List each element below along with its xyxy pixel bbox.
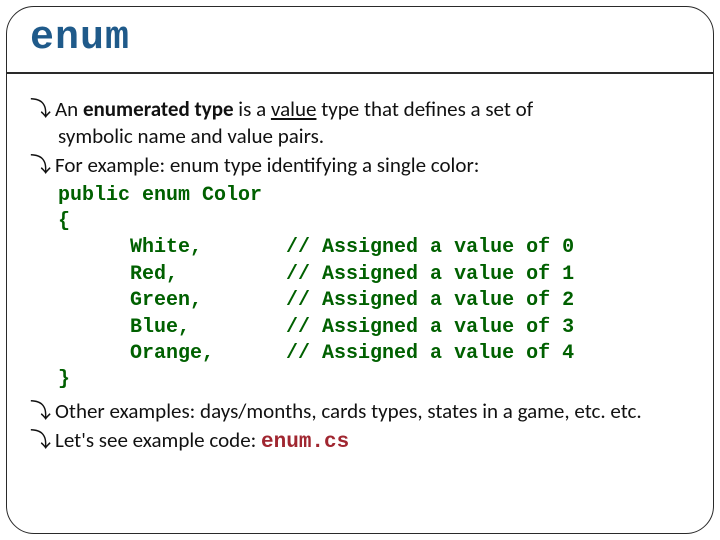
bullet-3: ⤵Other examples: days/months, cards type…	[30, 398, 690, 425]
slide-content: ⤵An enumerated type is a value type that…	[30, 96, 690, 459]
bullet-glyph: ⤵	[30, 152, 51, 179]
b1-t3: type that defines a set of	[316, 96, 533, 122]
bullet-4: ⤵Let's see example code: enum.cs	[30, 427, 690, 457]
b4-code-ref: enum.cs	[261, 431, 349, 454]
bullet-1: ⤵An enumerated type is a value type that…	[30, 96, 690, 150]
b1-t1: An	[55, 96, 83, 122]
b1-uline: value	[271, 96, 317, 122]
b4-prefix: Let's see example code:	[55, 427, 261, 453]
bullet-2: ⤵For example: enum type identifying a si…	[30, 152, 690, 179]
title-text: enum	[30, 16, 130, 61]
b1-t2: is a	[234, 96, 271, 122]
b2-text: For example: enum type identifying a sin…	[55, 152, 479, 178]
b3-text: Other examples: days/months, cards types…	[55, 398, 642, 424]
code-block: public enum Color { White, // Assigned a…	[58, 183, 690, 394]
b1-line2: symbolic name and value pairs.	[30, 123, 690, 150]
b1-bold: enumerated type	[83, 96, 234, 122]
slide-title: enum	[30, 16, 130, 61]
title-underline	[6, 72, 714, 74]
bullet-glyph: ⤵	[30, 96, 51, 123]
bullet-glyph: ⤵	[30, 398, 51, 425]
bullet-glyph: ⤵	[30, 427, 51, 454]
